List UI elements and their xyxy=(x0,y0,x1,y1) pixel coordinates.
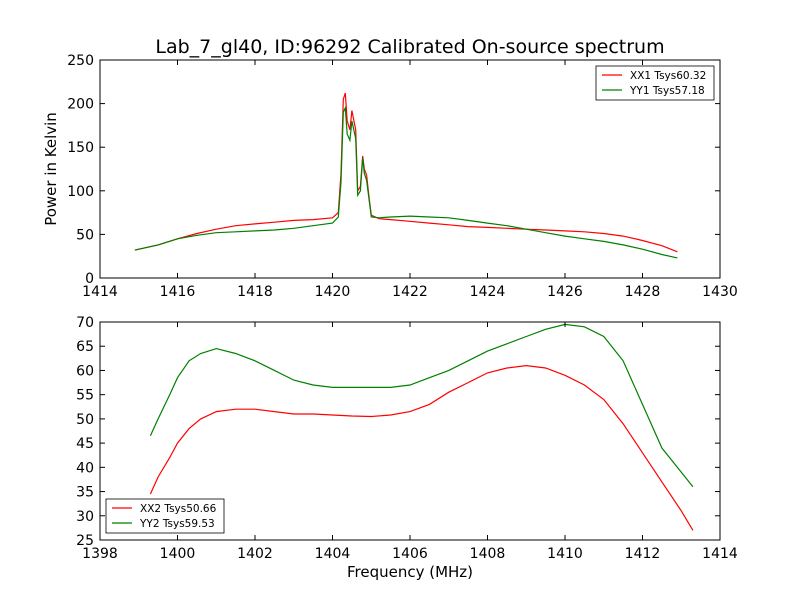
y-tick-label: 55 xyxy=(76,388,94,404)
x-tick-label: 1408 xyxy=(470,546,506,562)
legend-label: YY1 Tsys57.18 xyxy=(629,85,705,97)
legend-box xyxy=(105,498,225,534)
y-tick-label: 200 xyxy=(67,97,94,113)
y-tick-label: 40 xyxy=(76,460,94,476)
x-tick-label: 1420 xyxy=(315,284,351,300)
x-tick-label: 1418 xyxy=(237,284,273,300)
series-line-1-2 xyxy=(134,105,678,259)
y-tick-label: 60 xyxy=(76,363,94,379)
x-tick-label: 1398 xyxy=(82,546,118,562)
x-tick-label: 1414 xyxy=(82,284,118,300)
x-tick-label: 1400 xyxy=(160,546,196,562)
series-line-1-1 xyxy=(134,92,678,253)
y-tick-label: 0 xyxy=(85,271,94,287)
x-tick-label: 1410 xyxy=(547,546,583,562)
top-panel: 1414 1416 1418 1420 1422 1424 1426 1428 1430 0 50 1… xyxy=(42,53,738,300)
legend-box xyxy=(595,65,715,101)
x-axis-label: Frequency (MHz) xyxy=(347,563,473,581)
x-tick-label: 1422 xyxy=(392,284,428,300)
x-tick-label: 1430 xyxy=(702,284,738,300)
legend: XX2 Tsys50.66 YY2 Tsys59.53 xyxy=(105,498,225,534)
y-tick-label: 100 xyxy=(67,184,94,200)
series-line-2-1 xyxy=(149,364,694,531)
y-tick-label: 70 xyxy=(76,315,94,331)
x-tick-label: 1406 xyxy=(392,546,428,562)
x-tick-label: 1416 xyxy=(160,284,196,300)
y-tick-label: 45 xyxy=(76,436,94,452)
y-tick-label: 35 xyxy=(76,485,94,501)
y-tick-label: 25 xyxy=(76,533,94,549)
y-axis-label: Power in Kelvin xyxy=(42,112,60,226)
y-tick-label: 65 xyxy=(76,339,94,355)
x-tick-label: 1402 xyxy=(237,546,273,562)
chart-title: Lab_7_gl40, ID:96292 Calibrated On-sourc… xyxy=(155,36,664,58)
x-tick-label: 1426 xyxy=(547,284,583,300)
y-tick-label: 30 xyxy=(76,509,94,525)
legend-label: YY2 Tsys59.53 xyxy=(139,518,215,530)
y-tick-label: 50 xyxy=(76,227,94,243)
legend-label: XX2 Tsys50.66 xyxy=(140,503,217,515)
x-tick-label: 1428 xyxy=(625,284,661,300)
x-tick-label: 1404 xyxy=(315,546,351,562)
y-tick-label: 50 xyxy=(76,412,94,428)
y-tick-label: 150 xyxy=(67,140,94,156)
x-tick-label: 1412 xyxy=(625,546,661,562)
legend: XX1 Tsys60.32 YY1 Tsys57.18 xyxy=(595,65,715,101)
series-line-2-2 xyxy=(149,323,694,488)
x-tick-label: 1414 xyxy=(702,546,738,562)
x-tick-label: 1424 xyxy=(470,284,506,300)
bottom-panel: 1398 1400 1402 1404 1406 1408 1410 1412 1414 25 30… xyxy=(76,315,738,562)
legend-label: XX1 Tsys60.32 xyxy=(630,70,706,82)
y-tick-label: 250 xyxy=(67,53,94,69)
